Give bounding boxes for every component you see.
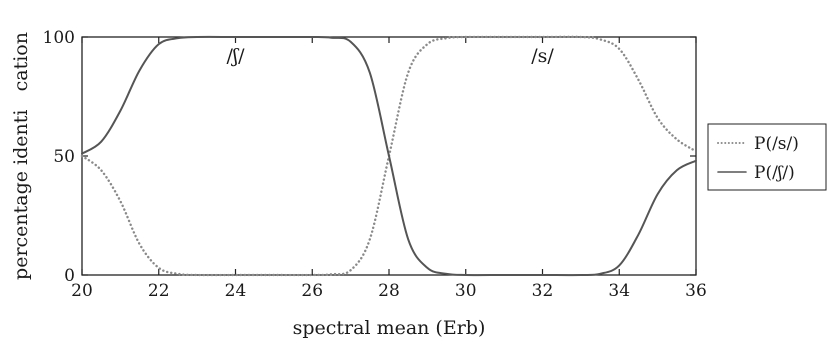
legend-box [707, 123, 827, 191]
legend-items: P(/s/) P(/ʃ/) [717, 134, 799, 183]
annotations: /ʃ/ /s/ [227, 45, 555, 67]
y-tick-labels: 0 50 100 [43, 28, 75, 286]
x-tick-label: 24 [225, 281, 247, 301]
x-tick-labels: 20 22 24 26 28 30 32 34 36 [71, 281, 707, 301]
y-tick-label: 100 [43, 28, 75, 48]
series-layer [80, 35, 698, 277]
series-line-sh [81, 35, 697, 277]
x-tick-label: 20 [71, 281, 93, 301]
x-tick-label: 32 [532, 281, 554, 301]
x-axis-label: spectral mean (Erb) [293, 317, 486, 339]
legend-label: P(/ʃ/) [754, 163, 795, 183]
x-tick-label: 30 [455, 281, 477, 301]
y-tick-label: 0 [64, 266, 75, 286]
x-tick-label: 34 [608, 281, 630, 301]
phoneme-annotation: /s/ [531, 45, 554, 67]
x-tick-label: 28 [378, 281, 400, 301]
plot-area [80, 35, 698, 277]
x-tick-label: 36 [685, 281, 707, 301]
phoneme-annotation: /ʃ/ [227, 45, 246, 67]
x-tick-label: 26 [301, 281, 323, 301]
y-axis-label: percentage identi cation [10, 32, 32, 280]
legend-label: P(/s/) [754, 134, 799, 154]
legend: P(/s/) P(/ʃ/) [707, 123, 827, 191]
y-tick-label: 50 [53, 147, 75, 167]
x-tick-label: 22 [148, 281, 170, 301]
